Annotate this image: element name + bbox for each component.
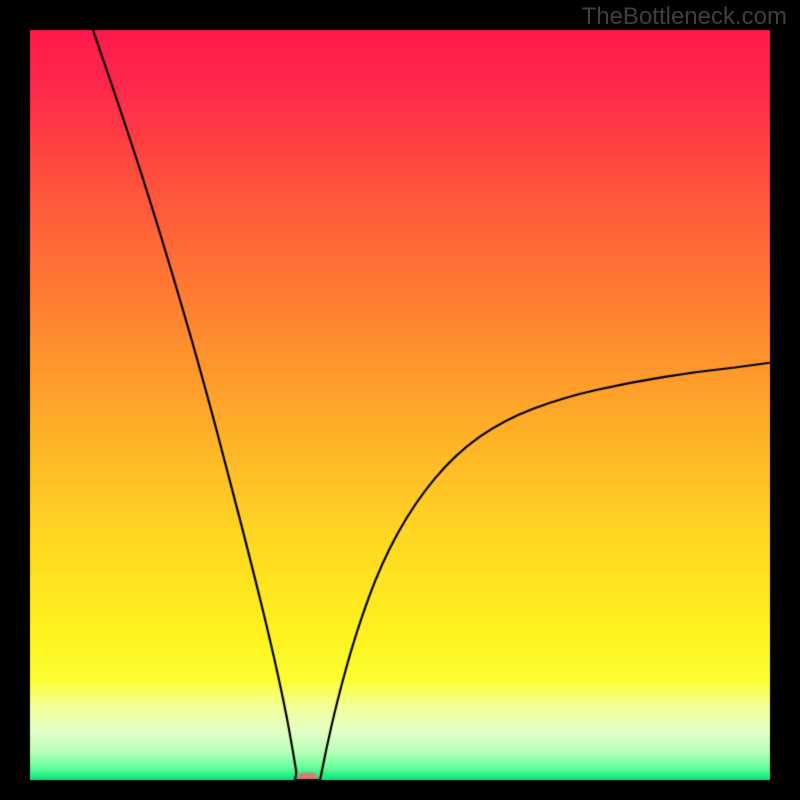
watermark-text: TheBottleneck.com xyxy=(582,3,787,31)
bottleneck-curve xyxy=(0,0,800,800)
chart-root: TheBottleneck.com xyxy=(0,0,800,800)
